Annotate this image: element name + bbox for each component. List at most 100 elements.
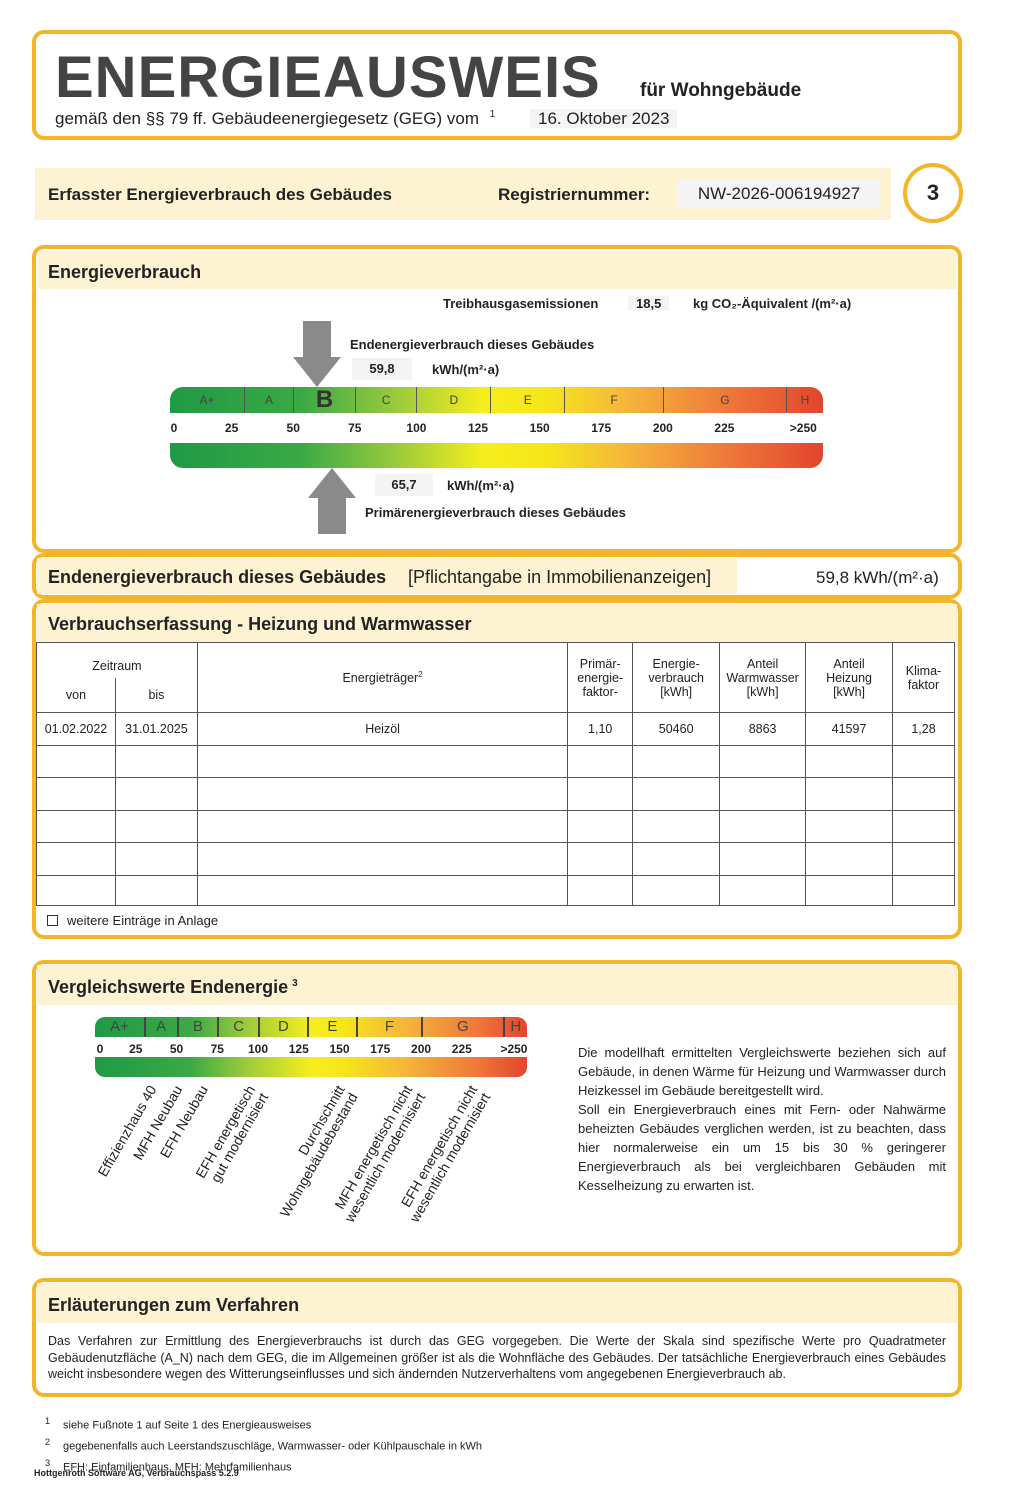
ghg-value: 18,5 <box>628 296 670 311</box>
comparison-text-1: Die modellhaft ermittelten Vergleichswer… <box>578 1045 946 1098</box>
table-row-empty <box>36 875 955 906</box>
comparison-text: Die modellhaft ermittelten Vergleichswer… <box>578 1043 946 1195</box>
subtitle-text: gemäß den §§ 79 ff. Gebäudeenergiegesetz… <box>55 109 479 128</box>
document-title: ENERGIEAUSWEIS <box>55 45 601 110</box>
comparison-title-text: Vergleichswerte Endenergie <box>48 977 289 997</box>
cell-factor: 1,10 <box>567 712 634 746</box>
energy-class-A+: A+ <box>199 393 215 407</box>
cell-climate: 1,28 <box>892 712 955 746</box>
comparison-class-scale: A+ A B C D E F G H <box>95 1017 527 1037</box>
footnote-ref: 1 <box>489 109 496 121</box>
consumption-table: Zeitraum Energieträger2 Primär- energie-… <box>36 642 955 906</box>
comparison-scale-tick: 75 <box>210 1042 224 1056</box>
end-energy-row-band <box>37 558 737 594</box>
consumption-header-band <box>37 604 957 642</box>
footnote-number: 2 <box>45 1437 51 1448</box>
end-energy-row-note: [Pflichtangabe in Immobilienanzeigen] <box>408 567 712 587</box>
more-entries-label: weitere Einträge in Anlage <box>67 913 219 928</box>
registration-label: Registriernummer: <box>498 185 651 204</box>
table-row-empty <box>36 745 955 778</box>
footnote-text: siehe Fußnote 1 auf Seite 1 des Energiea… <box>63 1419 312 1432</box>
comparison-class-G: G <box>421 1017 503 1037</box>
end-energy-value: 59,8 <box>352 358 412 380</box>
to-header: bis <box>114 677 198 713</box>
heating-header: Anteil Heizung [kWh] <box>805 642 893 713</box>
header-box <box>32 30 962 140</box>
comparison-bottom-scale <box>95 1057 527 1077</box>
ghg-label: Treibhausgasemissionen <box>443 296 599 311</box>
comparison-class-F: F <box>355 1017 421 1037</box>
footnote: 1 siehe Fußnote 1 auf Seite 1 des Energie… <box>45 1413 482 1434</box>
energy-class-C: C <box>354 387 417 413</box>
footnote-ref: 2 <box>418 669 423 679</box>
document-subtitle: gemäß den §§ 79 ff. Gebäudeenergiegesetz… <box>55 109 678 129</box>
explanation-header-band <box>37 1283 957 1323</box>
comparison-box <box>32 960 962 1256</box>
more-entries-checkbox[interactable] <box>47 915 58 926</box>
footnote-number: 3 <box>45 1458 51 1469</box>
comparison-scale-tick: 50 <box>169 1042 184 1056</box>
primary-energy-unit: kWh/(m²·a) <box>447 478 515 493</box>
page-number-badge: 3 <box>903 163 963 223</box>
comparison-class-C: C <box>217 1017 258 1037</box>
law-date: 16. Oktober 2023 <box>530 109 678 128</box>
scale-tick: 175 <box>591 421 612 435</box>
footnote: 2 gegebenenfalls auch Leerstandszuschläge… <box>45 1434 482 1455</box>
energy-class-A: A <box>243 387 293 413</box>
scale-tick: 125 <box>468 421 489 435</box>
comparison-title: Vergleichswerte Endenergie 3 <box>48 977 298 998</box>
software-credit: Hottgenroth Software AG, Verbrauchspass … <box>34 1468 239 1478</box>
comparison-scale-tick: 100 <box>248 1042 269 1056</box>
comparison-class-A+: A+ <box>110 1018 129 1035</box>
scale-tick: 225 <box>714 421 735 435</box>
cell-to: 31.01.2025 <box>114 712 198 746</box>
scale-tick: 200 <box>652 421 673 435</box>
energy-class-G: G <box>662 387 786 413</box>
comparison-text-2: Soll ein Energieverbrauch eines mit Fern… <box>578 1102 946 1193</box>
footnote-ref: 3 <box>292 978 298 989</box>
scale-tick: 25 <box>224 421 239 435</box>
scale-tick: 100 <box>406 421 427 435</box>
scale-tick: >250 <box>789 421 817 435</box>
energy-class-E: E <box>490 387 564 413</box>
consumption-title: Verbrauchserfassung - Heizung und Warmwa… <box>48 614 472 634</box>
comparison-class-H: H <box>502 1017 527 1037</box>
cell-heating: 41597 <box>805 712 893 746</box>
from-header: von <box>36 677 116 713</box>
scale-tick: 75 <box>348 421 362 435</box>
carrier-header-text: Energieträger <box>342 671 419 686</box>
footnote-number: 1 <box>45 1416 51 1426</box>
cell-energy: 50460 <box>632 712 721 746</box>
period-header: Zeitraum <box>36 642 198 678</box>
footnote-text: gegebenenfalls auch Leerstandszuschläge,… <box>63 1440 483 1453</box>
scale-tick: 0 <box>170 421 178 435</box>
carrier-header: Energieträger2 <box>196 642 569 713</box>
cell-carrier: Heizöl <box>196 712 569 746</box>
cell-water: 8863 <box>719 712 807 746</box>
comparison-scale-tick: >250 <box>500 1042 528 1056</box>
summary-label: Erfasster Energieverbrauch des Gebäudes <box>48 185 392 204</box>
document-type: für Wohngebäude <box>640 80 802 101</box>
energy-class-scale: A+ A B C D E F G H <box>170 387 823 413</box>
scale-tick: 50 <box>286 421 300 435</box>
table-row-empty <box>36 810 955 843</box>
table-row-empty <box>36 842 955 876</box>
scale-tick: 150 <box>529 421 550 435</box>
comparison-scale-tick: 0 <box>96 1042 104 1056</box>
energy-title: Energieverbrauch <box>48 262 202 282</box>
comparison-class-B: B <box>176 1017 218 1037</box>
explanation-text: Das Verfahren zur Ermittlung des Energie… <box>48 1334 946 1381</box>
comparison-scale-tick: 25 <box>129 1042 143 1056</box>
energy-header-band <box>38 251 956 289</box>
energy-class-F: F <box>564 387 663 413</box>
comparison-scale-tick: 175 <box>370 1042 391 1056</box>
primary-energy-value: 65,7 <box>375 474 433 496</box>
primary-energy-label: Primärenergieverbrauch dieses Gebäudes <box>365 505 626 520</box>
cell-from: 01.02.2022 <box>36 712 116 746</box>
water-header: Anteil Warmwasser [kWh] <box>719 642 807 713</box>
energy-header: Energie- verbrauch [kWh] <box>632 642 721 713</box>
ghg-unit: kg CO₂-Äquivalent /(m²·a) <box>693 296 852 311</box>
comparison-scale-tick: 150 <box>329 1042 350 1056</box>
energy-class-D: D <box>416 387 490 413</box>
comparison-scale-tick: 225 <box>451 1042 472 1056</box>
